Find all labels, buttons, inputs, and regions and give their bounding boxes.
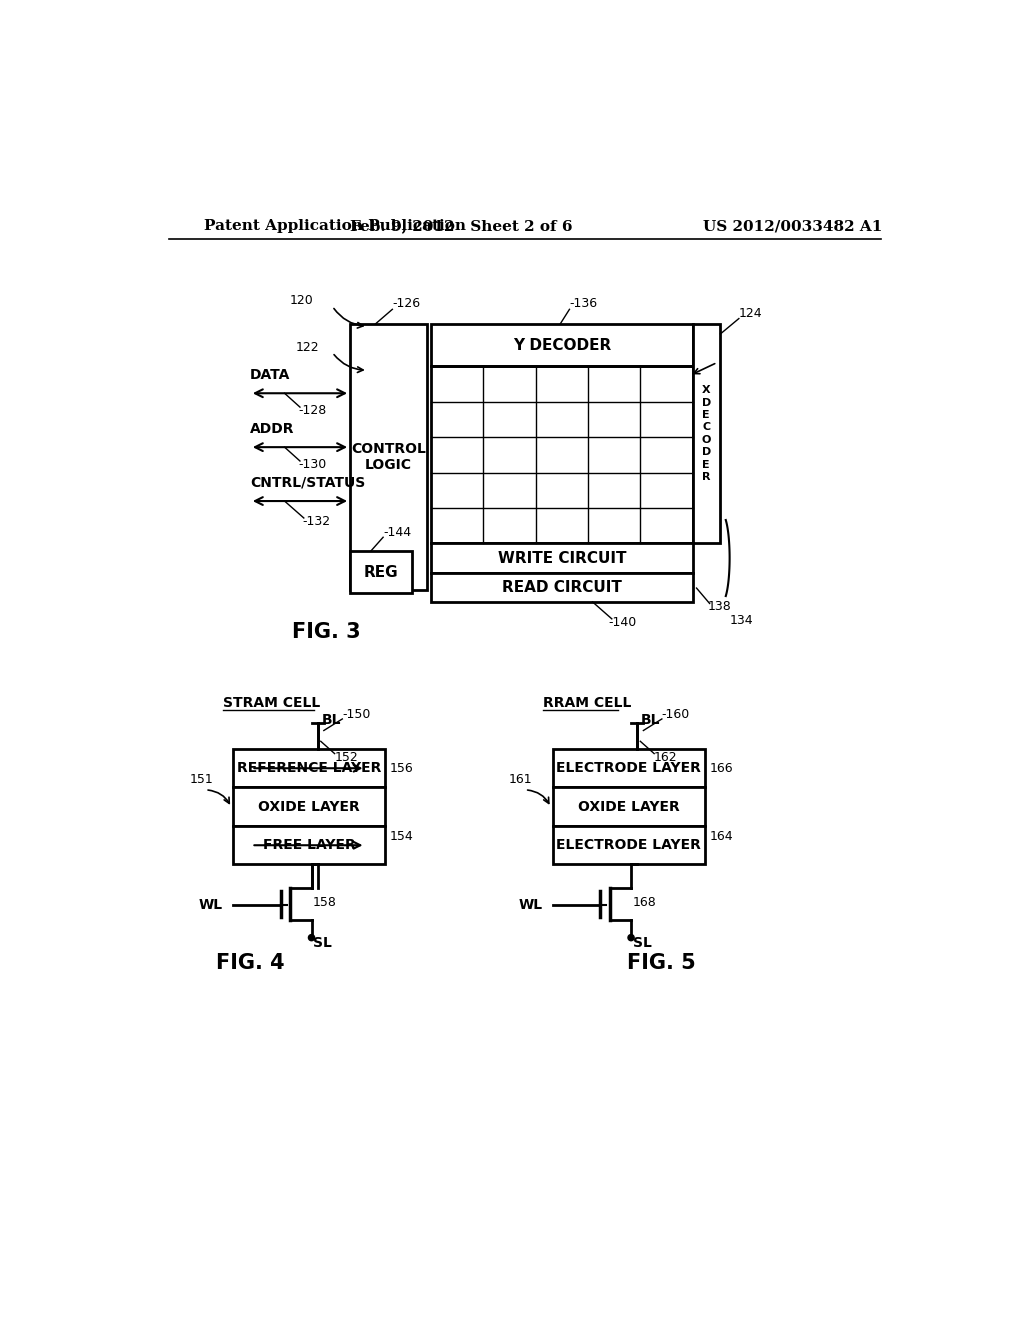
Bar	[233, 748, 385, 788]
Text: 134: 134	[730, 614, 754, 627]
Text: -132: -132	[302, 515, 331, 528]
Text: ADDR: ADDR	[250, 421, 295, 436]
Circle shape	[628, 935, 634, 941]
Text: ELECTRODE LAYER: ELECTRODE LAYER	[556, 838, 701, 853]
Text: DATA: DATA	[250, 368, 290, 381]
Text: WRITE CIRCUIT: WRITE CIRCUIT	[498, 550, 626, 565]
Text: SL: SL	[313, 936, 332, 950]
Text: 138: 138	[708, 601, 732, 612]
Text: Y DECODER: Y DECODER	[513, 338, 611, 352]
Bar	[431, 544, 692, 573]
Text: FIG. 4: FIG. 4	[216, 953, 285, 973]
Bar	[350, 323, 427, 590]
Text: REG: REG	[364, 565, 398, 579]
Text: 168: 168	[633, 896, 656, 909]
Text: OXIDE LAYER: OXIDE LAYER	[258, 800, 360, 813]
Text: CNTRL/STATUS: CNTRL/STATUS	[250, 475, 366, 490]
Bar	[553, 748, 705, 788]
Bar	[431, 367, 692, 544]
Text: CONTROL
LOGIC: CONTROL LOGIC	[351, 442, 426, 471]
Text: 166: 166	[710, 762, 733, 775]
Text: STRAM CELL: STRAM CELL	[223, 697, 321, 710]
Text: WL: WL	[518, 898, 543, 912]
Bar	[553, 826, 705, 865]
Text: 154: 154	[390, 829, 414, 842]
Text: FIG. 3: FIG. 3	[292, 622, 360, 642]
Text: SL: SL	[633, 936, 651, 950]
Bar	[431, 323, 692, 367]
Text: 120: 120	[290, 294, 313, 308]
Text: -140: -140	[608, 616, 636, 630]
Text: 124: 124	[739, 308, 763, 321]
Circle shape	[308, 935, 314, 941]
Text: 151: 151	[189, 774, 213, 787]
Text: 152: 152	[335, 751, 358, 764]
Text: 164: 164	[710, 829, 733, 842]
Text: US 2012/0033482 A1: US 2012/0033482 A1	[703, 219, 883, 234]
Text: -150: -150	[342, 708, 371, 721]
Text: RRAM CELL: RRAM CELL	[543, 697, 631, 710]
Text: 156: 156	[390, 762, 414, 775]
Text: FREE LAYER: FREE LAYER	[263, 838, 355, 853]
Text: REFERENCE LAYER: REFERENCE LAYER	[237, 762, 381, 775]
Text: -128: -128	[298, 404, 327, 417]
Text: -160: -160	[662, 708, 690, 721]
Text: X
D
E
C
O
D
E
R: X D E C O D E R	[701, 385, 711, 482]
Text: -136: -136	[569, 297, 598, 310]
Bar	[692, 323, 720, 544]
Text: -126: -126	[392, 297, 421, 310]
Bar	[350, 552, 412, 594]
Text: -144: -144	[383, 527, 412, 539]
Text: 162: 162	[654, 751, 678, 764]
Text: Feb. 9, 2012   Sheet 2 of 6: Feb. 9, 2012 Sheet 2 of 6	[350, 219, 572, 234]
Text: WL: WL	[199, 898, 223, 912]
Text: -130: -130	[298, 458, 327, 471]
Text: BL: BL	[322, 713, 341, 727]
Text: BL: BL	[641, 713, 660, 727]
Bar	[233, 826, 385, 865]
Bar	[233, 788, 385, 826]
Text: FIG. 5: FIG. 5	[628, 953, 696, 973]
Text: OXIDE LAYER: OXIDE LAYER	[578, 800, 680, 813]
Text: ELECTRODE LAYER: ELECTRODE LAYER	[556, 762, 701, 775]
Text: 161: 161	[509, 774, 532, 787]
Bar	[553, 788, 705, 826]
Text: 122: 122	[296, 341, 319, 354]
Text: 158: 158	[313, 896, 337, 909]
Text: Patent Application Publication: Patent Application Publication	[204, 219, 466, 234]
Text: READ CIRCUIT: READ CIRCUIT	[502, 579, 622, 595]
Bar	[431, 573, 692, 602]
